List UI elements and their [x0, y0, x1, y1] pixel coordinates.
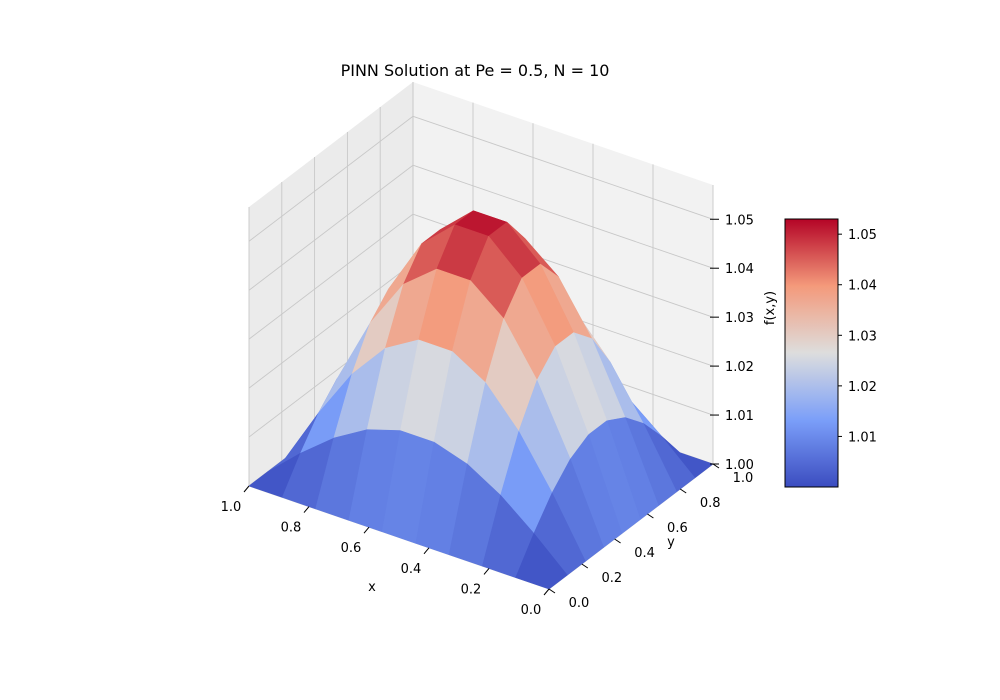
y-tick-mark — [581, 563, 589, 569]
surface-mesh — [248, 210, 714, 590]
y-tick-label: 0.0 — [569, 596, 590, 611]
z-tick-label: 1.02 — [725, 360, 754, 375]
y-tick-label: 0.2 — [601, 571, 622, 586]
z-tick-label: 1.00 — [725, 458, 754, 473]
chart-title: PINN Solution at Pe = 0.5, N = 10 — [341, 61, 610, 80]
colorbar-tick-label: 1.04 — [848, 279, 877, 294]
y-tick-mark — [712, 463, 720, 469]
x-tick-mark — [483, 568, 490, 575]
grid-side-z — [248, 115, 414, 242]
x-tick-label: 0.8 — [281, 521, 302, 536]
grid-back-z — [412, 115, 714, 220]
y-tick-mark — [647, 513, 654, 519]
x-tick-label: 1.0 — [221, 500, 242, 515]
x-tick-label: 0.6 — [341, 541, 362, 556]
y-tick-label: 0.4 — [634, 546, 655, 561]
y-tick-label: 0.6 — [667, 521, 688, 536]
z-tick-label: 1.03 — [725, 311, 754, 326]
x-tick-mark — [363, 526, 370, 534]
x-tick-label: 0.2 — [461, 582, 482, 597]
z-tick-label: 1.01 — [725, 409, 754, 424]
z-tick-label: 1.05 — [725, 213, 754, 228]
surface-patch — [515, 533, 568, 590]
grid-back-z — [412, 164, 714, 269]
colorbar-tick-label: 1.05 — [848, 228, 877, 243]
colorbar: 1.01 1.02 1.03 1.04 1.05 — [784, 218, 877, 488]
x-tick-label: 0.0 — [521, 603, 542, 618]
y-tick-label: 0.8 — [700, 496, 721, 511]
x-tick-mark — [303, 506, 310, 513]
colorbar-tick-label: 1.03 — [848, 329, 877, 344]
x-tick-mark — [423, 547, 430, 555]
colorbar-tick-label: 1.02 — [848, 380, 877, 395]
x-axis-label: x — [368, 580, 376, 595]
y-tick-label: 1.0 — [733, 471, 754, 486]
axes-ticks: 0.00.20.40.60.81.00.00.20.40.60.81.01.00… — [221, 213, 754, 618]
y-tick-mark — [548, 588, 556, 594]
grid-side-z — [248, 213, 414, 340]
y-tick-mark — [679, 488, 687, 494]
z-axis-label: f(x,y) — [763, 291, 778, 325]
x-tick-label: 0.4 — [401, 562, 422, 577]
colorbar-tick-label: 1.01 — [848, 430, 877, 445]
y-tick-mark — [614, 538, 621, 544]
x-tick-mark — [243, 485, 250, 493]
grid-side-z — [248, 262, 414, 389]
colorbar-gradient — [784, 218, 839, 488]
x-tick-mark — [543, 588, 550, 596]
grid-side-z — [248, 164, 414, 291]
z-tick-label: 1.04 — [725, 262, 754, 277]
y-axis-label: y — [667, 535, 675, 550]
